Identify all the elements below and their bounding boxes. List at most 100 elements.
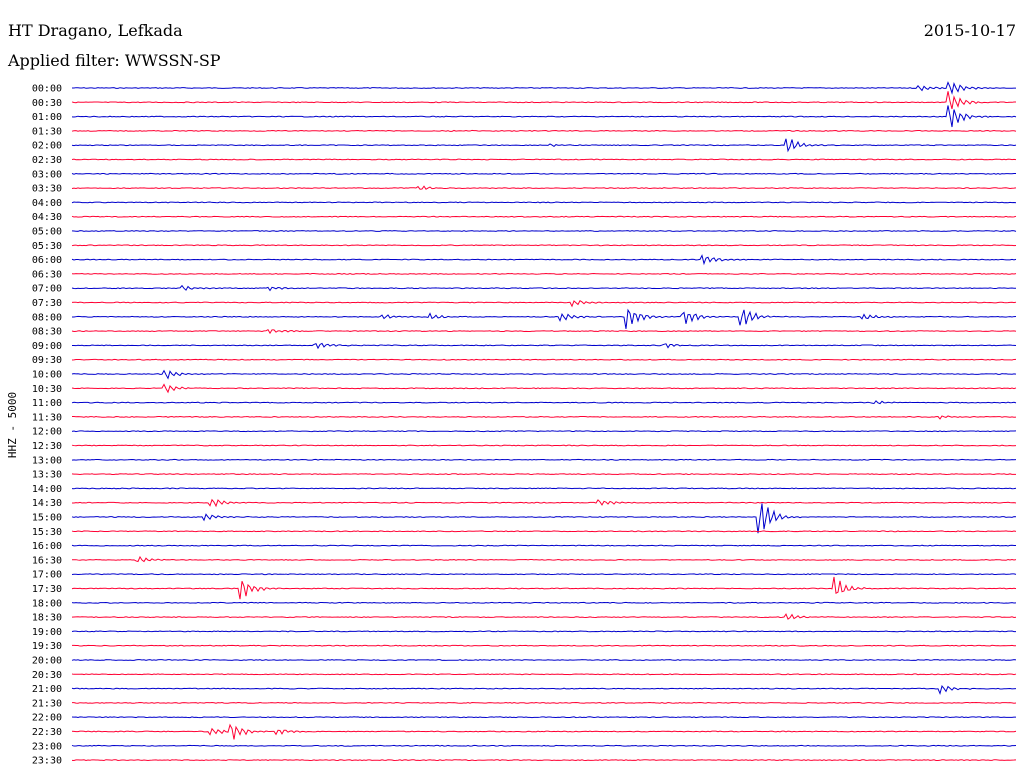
time-label: 05:30 — [32, 241, 62, 252]
trace-line — [71, 284, 1017, 292]
time-label: 10:30 — [32, 384, 62, 395]
time-label: 15:00 — [32, 513, 62, 524]
trace-line — [71, 328, 1017, 335]
time-label: 07:30 — [32, 298, 62, 309]
time-label: 04:00 — [32, 198, 62, 209]
trace-line — [71, 576, 1017, 600]
trace-line — [71, 544, 1017, 547]
trace-line — [71, 400, 1017, 405]
time-label: 00:00 — [32, 84, 62, 95]
trace-line — [71, 716, 1017, 719]
time-label: 14:30 — [32, 498, 62, 509]
time-label: 16:00 — [32, 541, 62, 552]
trace-line — [71, 759, 1017, 762]
trace-line — [71, 630, 1017, 633]
trace-line — [71, 613, 1017, 620]
time-label: 07:00 — [32, 284, 62, 295]
time-label: 03:30 — [32, 184, 62, 195]
trace-line — [71, 91, 1017, 110]
trace-line — [71, 458, 1017, 461]
time-label: 14:00 — [32, 484, 62, 495]
time-label: 16:30 — [32, 555, 62, 566]
trace-line — [71, 498, 1017, 508]
trace-line — [71, 659, 1017, 661]
trace-line — [71, 530, 1017, 533]
time-label: 12:00 — [32, 427, 62, 438]
time-label: 13:30 — [32, 470, 62, 481]
trace-line — [71, 272, 1017, 275]
time-label: 18:00 — [32, 598, 62, 609]
trace-line — [71, 444, 1017, 447]
filter-label: Applied filter: WWSSN-SP — [7, 51, 221, 70]
trace-line — [71, 300, 1017, 308]
trace-line — [71, 415, 1017, 420]
trace-line — [71, 158, 1017, 161]
time-label: 23:00 — [32, 741, 62, 752]
time-label: 10:00 — [32, 370, 62, 381]
trace-line — [71, 81, 1017, 95]
record-date: 2015-10-17 — [924, 21, 1016, 40]
trace-line — [71, 230, 1017, 232]
trace-line — [71, 430, 1017, 433]
time-label: 12:30 — [32, 441, 62, 452]
trace-line — [71, 105, 1017, 128]
trace-line — [71, 215, 1017, 218]
time-label: 15:30 — [32, 527, 62, 538]
trace-line — [71, 138, 1017, 153]
time-label: 17:30 — [32, 584, 62, 595]
trace-line — [71, 473, 1017, 476]
time-label: 05:00 — [32, 227, 62, 238]
time-label: 09:00 — [32, 341, 62, 352]
trace-line — [72, 701, 1017, 704]
trace-line — [71, 487, 1017, 490]
channel-label: HHZ - 5000 — [6, 392, 19, 458]
time-label: 11:00 — [32, 398, 62, 409]
trace-line — [71, 201, 1017, 204]
trace-line — [71, 185, 1017, 190]
time-label: 13:00 — [32, 455, 62, 466]
time-label: 17:00 — [32, 570, 62, 581]
trace-line — [71, 601, 1017, 604]
time-label: 02:00 — [32, 141, 62, 152]
trace-line — [71, 254, 1017, 266]
time-label: 21:00 — [32, 684, 62, 695]
trace-line — [71, 555, 1017, 563]
time-label: 23:30 — [32, 756, 62, 767]
time-label: 20:00 — [32, 656, 62, 667]
station-title: HT Dragano, Lefkada — [8, 21, 183, 40]
trace-line — [71, 369, 1017, 380]
time-label: 01:30 — [32, 126, 62, 137]
time-label: 09:30 — [32, 355, 62, 366]
time-label: 20:30 — [32, 670, 62, 681]
trace-line — [71, 723, 1017, 740]
time-label: 06:00 — [32, 255, 62, 266]
time-label: 06:30 — [32, 269, 62, 280]
time-label: 02:30 — [32, 155, 62, 166]
trace-group — [71, 81, 1017, 762]
time-label-group: 00:00 00:30 01:00 01:30 02:00 02:30 03:00 03:30… — [32, 84, 62, 767]
time-label: 21:30 — [32, 698, 62, 709]
trace-line — [71, 673, 1017, 676]
time-label: 08:00 — [32, 312, 62, 323]
time-label: 01:00 — [32, 112, 62, 123]
time-label: 22:30 — [32, 727, 62, 738]
time-label: 18:30 — [32, 613, 62, 624]
trace-line — [71, 573, 1017, 576]
trace-line — [71, 744, 1017, 747]
trace-line — [71, 308, 1017, 329]
time-label: 00:30 — [32, 98, 62, 109]
trace-line — [71, 244, 1017, 247]
time-label: 03:00 — [32, 169, 62, 180]
trace-line — [71, 358, 1017, 361]
trace-line — [71, 172, 1017, 175]
trace-line — [71, 685, 1017, 696]
trace-line — [71, 383, 1017, 394]
time-label: 04:30 — [32, 212, 62, 223]
trace-line — [71, 342, 1017, 350]
trace-line — [71, 503, 1017, 534]
time-label: 08:30 — [32, 327, 62, 338]
time-label: 19:00 — [32, 627, 62, 638]
time-label: 22:00 — [32, 713, 62, 724]
time-label: 19:30 — [32, 641, 62, 652]
